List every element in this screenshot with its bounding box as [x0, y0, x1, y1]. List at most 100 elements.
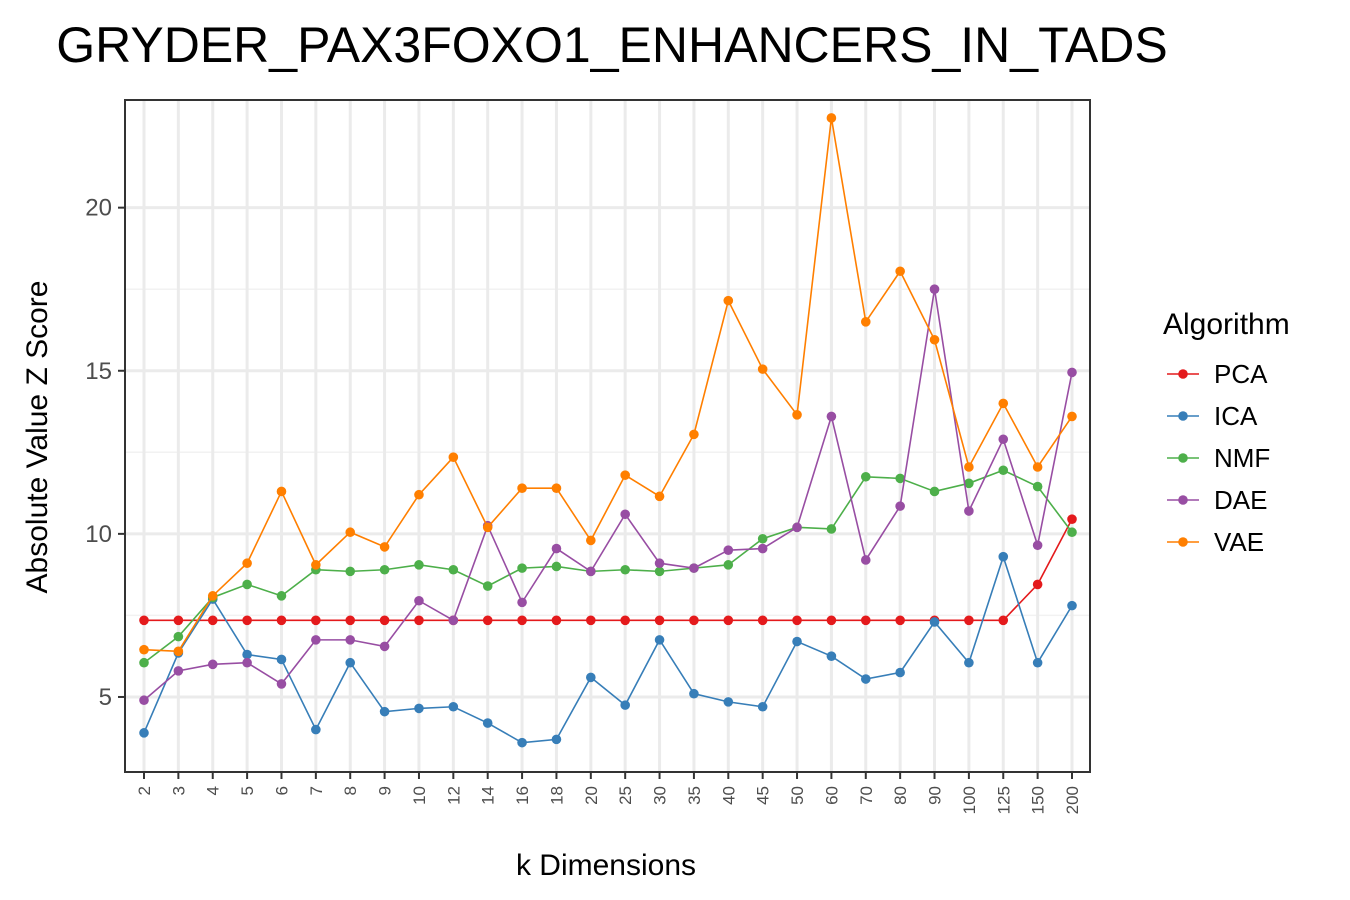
data-point-dae [792, 522, 802, 533]
x-tick-label: 150 [1029, 786, 1048, 814]
data-point-vae [276, 486, 287, 497]
x-tick-label: 60 [822, 786, 841, 805]
legend-item-ica: ICA [1167, 401, 1258, 431]
data-point-vae [482, 522, 493, 533]
data-point-ica [964, 657, 974, 668]
data-point-vae [414, 489, 424, 500]
data-point-dae [276, 679, 287, 689]
x-tick-label: 45 [754, 786, 773, 805]
data-point-pca [1032, 579, 1043, 590]
data-point-dae [964, 506, 974, 516]
legend-item-vae: VAE [1167, 527, 1264, 557]
x-tick-label: 12 [444, 786, 463, 805]
series-line-vae [143, 117, 1073, 653]
data-point-ica [998, 551, 1009, 562]
data-point-vae [379, 542, 390, 552]
data-point-dae [311, 635, 321, 645]
data-point-vae [345, 527, 356, 538]
y-axis-title: Absolute Value Z Score [21, 281, 54, 594]
gridlines [125, 100, 1090, 772]
x-tick-label: 100 [960, 786, 979, 814]
x-tick-label: 14 [479, 786, 498, 805]
series-nmf [139, 465, 1077, 668]
data-point-pca [379, 615, 390, 626]
legend-item-pca: PCA [1167, 359, 1268, 389]
data-point-ica [517, 737, 527, 748]
data-point-ica [620, 700, 630, 710]
x-tick-label: 90 [926, 786, 945, 805]
data-point-ica [311, 724, 321, 735]
data-point-nmf [517, 563, 527, 573]
x-tick-label: 200 [1063, 786, 1082, 814]
data-point-pca [311, 615, 321, 626]
x-tick-label: 8 [341, 786, 360, 795]
data-point-dae [620, 509, 630, 520]
legend: Algorithm PCA ICA NMF DAE VAE [1163, 308, 1290, 557]
data-point-nmf [414, 560, 424, 570]
data-point-vae [1032, 462, 1043, 472]
x-axis-title: k Dimensions [516, 849, 696, 882]
data-point-vae [929, 334, 940, 345]
x-tick-label: 6 [272, 786, 291, 795]
legend-key-point [1178, 453, 1188, 463]
data-point-vae [723, 295, 734, 306]
data-point-ica [1032, 657, 1043, 668]
x-tick-label: 18 [547, 786, 566, 805]
data-point-pca [242, 615, 252, 626]
data-point-dae [998, 434, 1009, 445]
data-point-dae [757, 543, 768, 554]
data-point-pca [620, 615, 630, 626]
data-point-ica [345, 657, 356, 668]
data-point-pca [345, 615, 356, 626]
data-point-pca [757, 615, 768, 626]
data-point-dae [139, 695, 149, 706]
data-point-nmf [345, 566, 356, 577]
series-vae [139, 113, 1077, 657]
data-point-dae [895, 501, 905, 511]
x-tick-label: 5 [238, 786, 257, 795]
series-dae [139, 284, 1077, 706]
data-point-pca [826, 615, 837, 626]
data-point-dae [173, 666, 184, 676]
data-point-nmf [1067, 527, 1077, 538]
data-point-ica [860, 674, 871, 684]
y-tick-label: 20 [85, 195, 112, 222]
x-tick-label: 10 [410, 786, 429, 805]
series-line-dae [143, 289, 1073, 701]
data-point-pca [654, 615, 665, 626]
data-point-ica [139, 728, 149, 738]
y-tick-label: 15 [85, 358, 112, 385]
data-point-nmf [964, 478, 974, 489]
data-point-pca [860, 615, 871, 626]
legend-label: DAE [1214, 485, 1267, 515]
data-point-nmf [826, 524, 837, 534]
plot-panel-border [124, 99, 1091, 773]
x-tick-label: 40 [719, 786, 738, 805]
data-point-pca [586, 615, 596, 626]
x-tick-label: 7 [307, 786, 326, 795]
x-tick-label: 16 [513, 786, 532, 805]
y-tick-label: 5 [99, 684, 112, 711]
data-point-dae [1032, 540, 1043, 551]
data-point-vae [998, 398, 1009, 409]
data-point-vae [826, 113, 837, 123]
data-point-dae [1067, 367, 1077, 378]
data-point-pca [139, 615, 149, 626]
data-point-nmf [482, 581, 493, 591]
data-point-dae [689, 563, 699, 573]
data-point-ica [242, 649, 252, 660]
data-point-vae [551, 483, 562, 493]
data-point-pca [276, 615, 287, 626]
data-point-nmf [998, 465, 1009, 476]
data-point-nmf [448, 564, 459, 575]
data-point-ica [482, 718, 493, 728]
data-point-ica [448, 701, 459, 712]
data-point-vae [1067, 411, 1077, 422]
legend-key-point [1178, 411, 1188, 421]
data-point-dae [826, 411, 837, 422]
data-point-vae [517, 483, 527, 493]
data-point-nmf [757, 533, 768, 544]
data-point-nmf [139, 657, 149, 668]
data-point-ica [826, 651, 837, 661]
